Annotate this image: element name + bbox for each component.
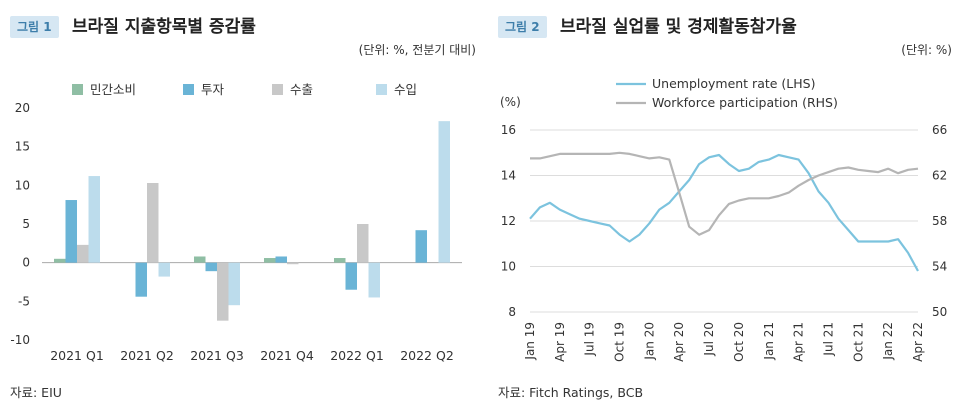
bar-1-0 — [65, 200, 77, 263]
figure-2-title: 브라질 실업률 및 경제활동참가율 — [560, 17, 797, 37]
x-tick-label: Apr 19 — [553, 322, 567, 362]
x-tick-label: Jan 22 — [881, 322, 895, 361]
legend-swatch-2 — [272, 84, 283, 95]
legend-swatch-0 — [72, 84, 83, 95]
figure-1-badge: 그림 1 — [10, 16, 59, 38]
bar-0-4 — [334, 258, 346, 263]
legend-label-2: 수출 — [290, 82, 313, 97]
figure-1-source: 자료: EIU — [10, 385, 62, 400]
bar-3-2 — [228, 262, 240, 306]
bar-1-2 — [205, 262, 217, 272]
x-tick-label: 2021 Q2 — [120, 348, 174, 363]
bar-3-1 — [158, 262, 170, 277]
figure-2-source: 자료: Fitch Ratings, BCB — [498, 385, 644, 400]
y-tick-label: -5 — [18, 294, 30, 308]
y-right-tick-label: 58 — [932, 214, 947, 228]
y-left-tick-label: 16 — [501, 123, 516, 137]
x-tick-label: 2021 Q3 — [190, 348, 244, 363]
x-tick-label: 2021 Q1 — [50, 348, 104, 363]
x-tick-label: 2021 Q4 — [260, 348, 314, 363]
bar-3-5 — [438, 121, 450, 263]
x-tick-label: Apr 21 — [792, 322, 806, 362]
x-tick-label: Jul 20 — [702, 322, 716, 357]
x-tick-label: 2022 Q2 — [400, 348, 454, 363]
figure-1-panel: 그림 1 브라질 지출항목별 증감률 (단위: %, 전분기 대비) 20 15 1… — [10, 16, 476, 400]
y-right-tick-label: 66 — [932, 123, 947, 137]
legend-swatch-1 — [183, 84, 194, 95]
legend-label-0: Unemployment rate (LHS) — [652, 76, 815, 91]
x-tick-label: Oct 21 — [851, 322, 865, 362]
series-line-1 — [530, 151, 919, 236]
bar-3-4 — [368, 262, 380, 298]
y-tick-label: -10 — [10, 333, 30, 347]
bar-2-2 — [217, 262, 229, 321]
bar-2-4 — [357, 224, 369, 263]
y-tick-label: 20 — [15, 101, 30, 115]
y-left-tick-label: 14 — [501, 169, 516, 183]
bar-1-5 — [415, 230, 427, 263]
x-tick-label: Jan 19 — [523, 322, 537, 361]
figure-2-unit: (단위: %) — [901, 43, 952, 57]
y-tick-label: 5 — [22, 217, 30, 231]
y-left-tick-label: 8 — [508, 305, 516, 319]
x-tick-label: Oct 20 — [732, 322, 746, 362]
figure-1-title: 브라질 지출항목별 증감률 — [72, 17, 256, 37]
figure-2-badge: 그림 2 — [498, 16, 547, 38]
bar-1-3 — [275, 256, 287, 263]
bar-chart: 20 15 10 5 0 -5 -10 2021 Q1 2021 Q2 2021 Q3 2021 Q… — [10, 82, 462, 363]
bar-2-1 — [147, 183, 159, 263]
bar-0-0 — [54, 258, 66, 263]
y-tick-label: 10 — [15, 178, 30, 192]
y-tick-label: 15 — [15, 140, 30, 154]
legend-swatch-3 — [376, 84, 387, 95]
legend-label-1: Workforce participation (RHS) — [652, 95, 838, 110]
x-tick-label: Apr 20 — [672, 322, 686, 362]
x-tick-label: Jan 21 — [762, 322, 776, 361]
bar-1-1 — [135, 262, 147, 297]
x-tick-label: Jul 19 — [583, 322, 597, 357]
y-right-tick-label: 62 — [932, 169, 947, 183]
x-tick-label: Oct 19 — [613, 322, 627, 362]
y-left-tick-label: 12 — [501, 214, 516, 228]
bar-0-3 — [264, 258, 276, 263]
bar-2-3 — [287, 262, 299, 265]
series-line-0 — [529, 153, 919, 272]
figure-2-panel: 그림 2 브라질 실업률 및 경제활동참가율 (단위: %) 16 14 12 10 8… — [486, 0, 972, 414]
y-right-tick-label: 50 — [932, 305, 947, 319]
x-tick-label: Jul 21 — [821, 322, 835, 357]
bar-3-0 — [88, 176, 100, 263]
figure-1-unit: (단위: %, 전분기 대비) — [358, 43, 476, 57]
x-tick-label: 2022 Q1 — [330, 348, 384, 363]
x-tick-label: Apr 22 — [911, 322, 925, 362]
y-right-tick-label: 54 — [932, 260, 947, 274]
y-tick-label: 0 — [22, 256, 30, 270]
bar-0-2 — [194, 256, 206, 263]
bar-1-4 — [345, 262, 357, 290]
legend-label-0: 민간소비 — [90, 82, 136, 97]
bar-2-0 — [77, 244, 89, 263]
y-left-axis-label: (%) — [500, 95, 521, 109]
line-chart: 16 14 12 10 8 66 62 58 54 50 (%) Jan 19 Apr 19 Jul 19… — [500, 76, 947, 362]
legend-label-3: 수입 — [394, 82, 417, 97]
x-tick-label: Jan 20 — [642, 322, 656, 361]
y-left-tick-label: 10 — [501, 260, 516, 274]
legend-label-1: 투자 — [201, 82, 225, 97]
